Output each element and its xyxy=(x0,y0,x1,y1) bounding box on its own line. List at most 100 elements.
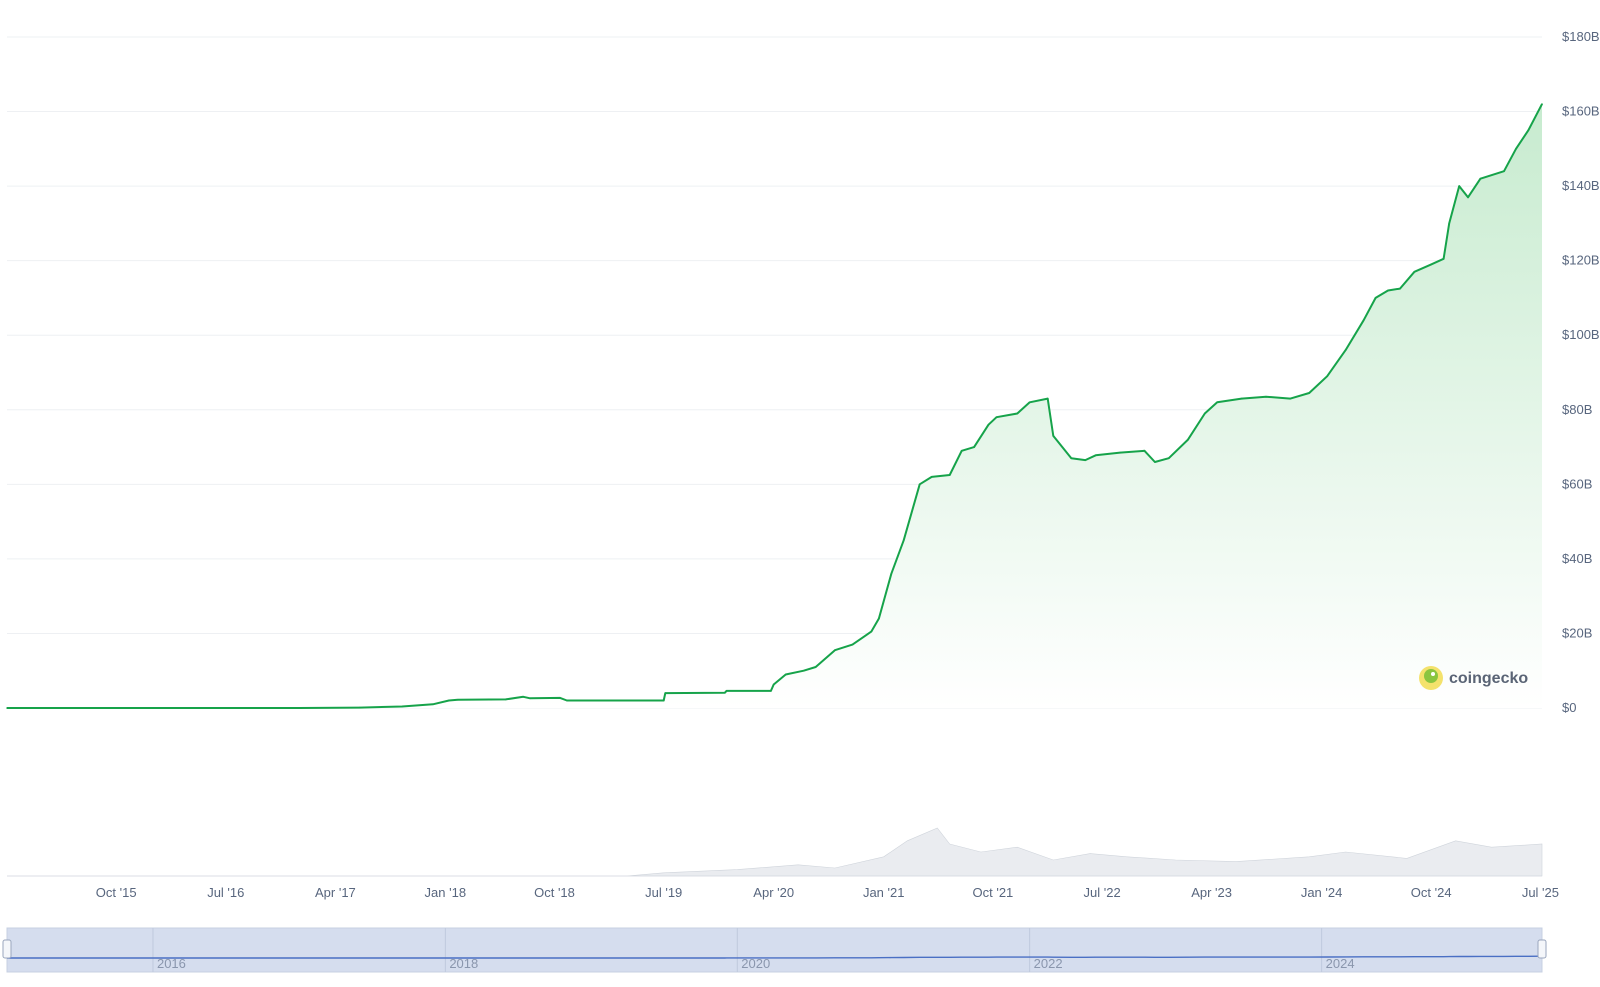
navigator-year-label: 2024 xyxy=(1326,956,1355,971)
data-point[interactable] xyxy=(1344,349,1347,351)
data-point[interactable] xyxy=(1399,287,1401,290)
y-tick-label: $0 xyxy=(1562,700,1576,715)
data-point[interactable] xyxy=(1154,461,1156,463)
data-point[interactable] xyxy=(664,692,667,694)
data-point[interactable] xyxy=(834,649,836,651)
data-point[interactable] xyxy=(1028,401,1031,404)
data-point[interactable] xyxy=(1070,457,1073,460)
data-point[interactable] xyxy=(1168,457,1170,460)
x-tick-label: Oct '24 xyxy=(1411,885,1452,900)
data-point[interactable] xyxy=(918,483,921,486)
data-point[interactable] xyxy=(770,690,772,692)
data-point[interactable] xyxy=(401,705,403,708)
data-point[interactable] xyxy=(851,643,854,646)
data-point[interactable] xyxy=(724,691,726,694)
x-tick-label: Apr '17 xyxy=(315,885,356,900)
x-tick-label: Jul '16 xyxy=(207,885,244,900)
data-point[interactable] xyxy=(890,573,893,575)
y-tick-label: $140B xyxy=(1562,178,1600,193)
data-point[interactable] xyxy=(772,683,775,686)
data-point[interactable] xyxy=(1413,271,1416,273)
data-point[interactable] xyxy=(1052,435,1055,437)
data-point[interactable] xyxy=(6,707,8,709)
x-tick-label: Oct '21 xyxy=(973,885,1014,900)
data-point[interactable] xyxy=(1326,375,1328,378)
data-point[interactable] xyxy=(1084,459,1087,461)
data-point[interactable] xyxy=(1430,263,1432,266)
data-point[interactable] xyxy=(995,416,998,419)
y-tick-label: $60B xyxy=(1562,476,1592,491)
data-point[interactable] xyxy=(930,476,933,478)
data-point[interactable] xyxy=(814,666,817,668)
data-point[interactable] xyxy=(559,697,561,699)
data-point[interactable] xyxy=(948,474,951,476)
market-cap-line[interactable] xyxy=(7,103,1543,709)
data-point[interactable] xyxy=(1094,454,1097,457)
data-point[interactable] xyxy=(432,703,434,706)
x-tick-label: Jan '18 xyxy=(425,885,467,900)
x-tick-label: Jul '19 xyxy=(645,885,682,900)
x-tick-label: Oct '18 xyxy=(534,885,575,900)
data-point[interactable] xyxy=(529,697,531,700)
data-point[interactable] xyxy=(566,699,568,702)
data-point[interactable] xyxy=(504,698,507,701)
data-point[interactable] xyxy=(1046,397,1049,400)
range-navigator[interactable]: 2016 2018 2020 2022 2024 xyxy=(2,927,1547,973)
series-line[interactable] xyxy=(6,103,1543,709)
data-point[interactable] xyxy=(1265,395,1267,398)
data-point[interactable] xyxy=(725,690,728,692)
data-point[interactable] xyxy=(960,450,963,452)
data-point[interactable] xyxy=(1016,412,1019,415)
data-point[interactable] xyxy=(1442,258,1445,260)
y-tick-label: $80B xyxy=(1562,402,1592,417)
coingecko-gecko-head xyxy=(1424,669,1438,683)
navigator-right-handle[interactable] xyxy=(1537,939,1547,959)
data-point[interactable] xyxy=(1240,397,1243,400)
y-axis-labels: $0 $20B $40B $60B $80B $100B $120B $140B $160B $1… xyxy=(1562,29,1600,715)
data-point[interactable] xyxy=(1362,319,1365,322)
data-point[interactable] xyxy=(1216,401,1218,404)
navigator-year-label: 2018 xyxy=(449,956,478,971)
navigator-left-handle[interactable] xyxy=(2,939,12,959)
data-point[interactable] xyxy=(298,707,301,709)
coingecko-gecko-eye xyxy=(1431,672,1435,676)
data-point[interactable] xyxy=(1458,185,1460,187)
data-point[interactable] xyxy=(1374,297,1377,299)
volume-area xyxy=(7,827,1543,877)
data-point[interactable] xyxy=(522,696,525,698)
data-point[interactable] xyxy=(784,673,787,676)
data-point[interactable] xyxy=(662,699,665,702)
data-point[interactable] xyxy=(1204,412,1206,415)
x-tick-label: Apr '20 xyxy=(753,885,794,900)
data-point[interactable] xyxy=(878,617,880,620)
data-point[interactable] xyxy=(1308,392,1310,394)
data-point[interactable] xyxy=(1143,450,1146,452)
data-point[interactable] xyxy=(359,706,361,709)
data-point[interactable] xyxy=(1387,289,1389,292)
market-cap-area xyxy=(7,104,1542,709)
data-point[interactable] xyxy=(1448,222,1450,225)
coingecko-brand-text: coingecko xyxy=(1449,670,1528,687)
data-point[interactable] xyxy=(1119,451,1121,454)
data-point[interactable] xyxy=(987,423,990,426)
area-fill xyxy=(7,104,1542,709)
data-point[interactable] xyxy=(1515,148,1517,150)
data-point[interactable] xyxy=(902,539,905,542)
data-point[interactable] xyxy=(448,699,450,702)
data-point[interactable] xyxy=(1467,196,1469,199)
data-point[interactable] xyxy=(973,446,975,448)
data-point[interactable] xyxy=(1527,129,1530,131)
data-point[interactable] xyxy=(152,707,154,709)
data-point[interactable] xyxy=(1541,103,1543,105)
data-point[interactable] xyxy=(870,630,873,633)
navigator-series-line xyxy=(7,955,1543,959)
data-point[interactable] xyxy=(1503,170,1505,172)
data-point[interactable] xyxy=(1289,397,1292,400)
data-point[interactable] xyxy=(456,699,459,701)
data-point[interactable] xyxy=(802,669,805,672)
data-point[interactable] xyxy=(1187,438,1189,441)
data-point[interactable] xyxy=(1479,177,1482,180)
x-tick-label: Jul '22 xyxy=(1084,885,1121,900)
